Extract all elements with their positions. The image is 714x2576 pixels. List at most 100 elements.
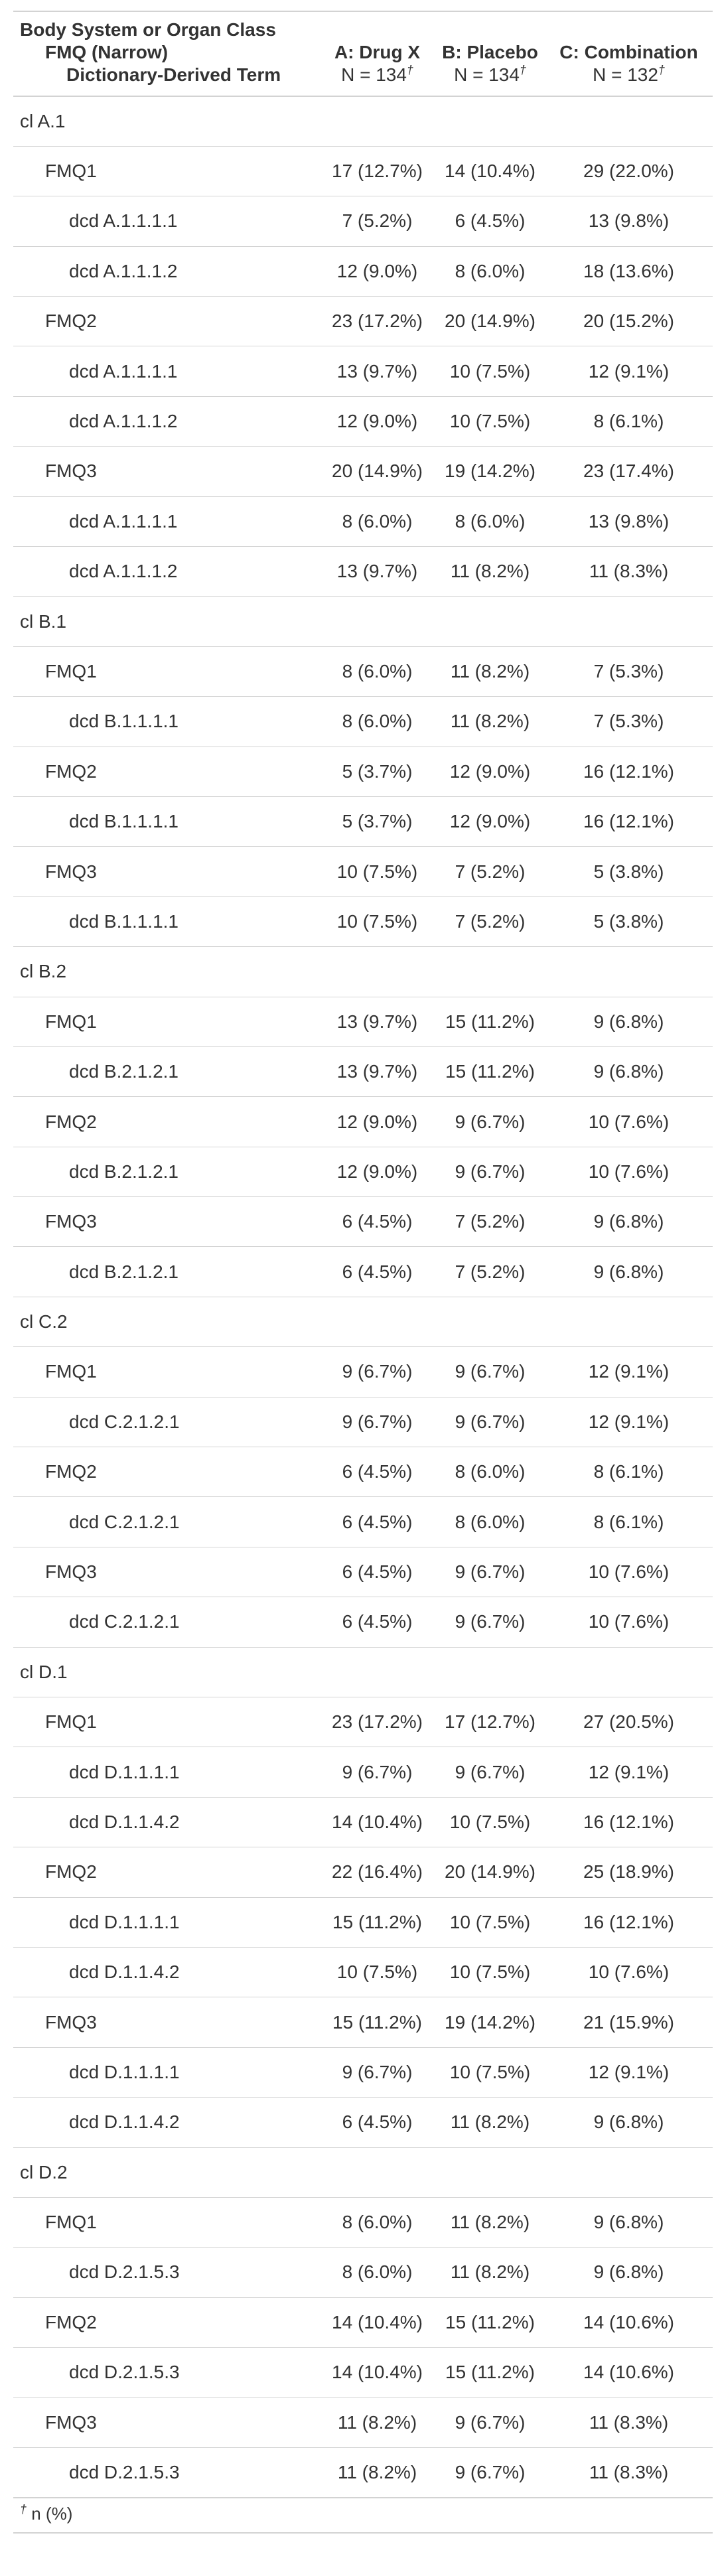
body-system-row: cl D.1 [13, 1647, 713, 1697]
row-label: dcd D.1.1.4.2 [69, 2111, 180, 2133]
row-label: FMQ1 [45, 161, 97, 182]
row-label: dcd D.1.1.4.2 [69, 1962, 180, 1983]
placebo-cell: 7 (5.2%) [455, 910, 526, 932]
header-row: Body System or Organ Class FMQ (Narrow) … [13, 11, 713, 96]
drug-x-cell: 7 (5.2%) [342, 210, 413, 232]
placebo-cell: 8 (6.0%) [455, 1461, 526, 1482]
column-n-text: N = 134 [454, 64, 520, 85]
combination-cell: 13 (9.8%) [588, 510, 670, 532]
row-label: dcd B.2.1.2.1 [69, 1161, 179, 1182]
row-label: FMQ1 [45, 1711, 97, 1733]
placebo-cell: 9 (6.7%) [455, 1411, 526, 1432]
placebo-cell: 17 (12.7%) [445, 1711, 536, 1733]
term-row: dcd D.2.1.5.3 11 (8.2%) 9 (6.7%) 11 (8.3%) [13, 2447, 713, 2497]
drug-x-cell: 22 (16.4%) [332, 1861, 423, 1883]
placebo-cell: 9 (6.7%) [455, 1561, 526, 1583]
combination-cell: 10 (7.6%) [588, 1111, 670, 1132]
drug-x-cell: 10 (7.5%) [336, 910, 418, 932]
fmq-row: FMQ2 23 (17.2%) 20 (14.9%) 20 (15.2%) [13, 296, 713, 346]
placebo-cell: 10 (7.5%) [449, 2061, 531, 2082]
placebo-cell: 12 (9.0%) [449, 811, 531, 832]
placebo-cell [435, 597, 545, 646]
footnote-mark: † [519, 63, 526, 77]
combination-cell: 14 (10.6%) [583, 2311, 674, 2332]
combination-cell: 5 (3.8%) [593, 910, 664, 932]
table-header: Body System or Organ Class FMQ (Narrow) … [13, 11, 713, 96]
drug-x-cell: 13 (9.7%) [336, 1011, 418, 1032]
combination-cell: 9 (6.8%) [593, 1011, 664, 1032]
drug-x-cell: 6 (4.5%) [342, 1561, 413, 1583]
stub-header-line-3: Dictionary-Derived Term [66, 64, 281, 85]
placebo-cell [435, 947, 545, 997]
drug-x-cell: 6 (4.5%) [342, 2111, 413, 2133]
placebo-cell: 11 (8.2%) [450, 561, 530, 582]
term-row: dcd B.1.1.1.1 10 (7.5%) 7 (5.2%) 5 (3.8%) [13, 896, 713, 946]
term-row: dcd A.1.1.1.2 12 (9.0%) 10 (7.5%) 8 (6.1%) [13, 396, 713, 446]
row-label: FMQ1 [45, 660, 97, 681]
drug-x-cell: 14 (10.4%) [332, 1811, 423, 1832]
combination-cell: 16 (12.1%) [583, 1811, 674, 1832]
combination-cell: 25 (18.9%) [583, 1861, 674, 1883]
stub-header-line-1: Body System or Organ Class [20, 19, 276, 40]
term-row: dcd A.1.1.1.1 7 (5.2%) 6 (4.5%) 13 (9.8%) [13, 196, 713, 246]
fmq-row: FMQ1 13 (9.7%) 15 (11.2%) 9 (6.8%) [13, 997, 713, 1046]
combination-cell [545, 1297, 713, 1346]
column-label: B: Placebo [442, 42, 538, 62]
placebo-cell: 20 (14.9%) [445, 311, 536, 332]
column-n: N = 134† [323, 64, 431, 86]
row-label: FMQ2 [45, 2311, 97, 2332]
column-header-placebo: B: Placebo N = 134† [435, 11, 545, 96]
term-row: dcd D.1.1.4.2 14 (10.4%) 10 (7.5%) 16 (12.1… [13, 1797, 713, 1847]
row-label: FMQ2 [45, 311, 97, 332]
row-label: dcd C.2.1.2.1 [69, 1411, 180, 1432]
placebo-cell [435, 2147, 545, 2197]
drug-x-cell [319, 597, 435, 646]
term-row: dcd C.2.1.2.1 6 (4.5%) 8 (6.0%) 8 (6.1%) [13, 1496, 713, 1547]
row-label: FMQ1 [45, 1361, 97, 1382]
column-n-text: N = 134 [341, 64, 407, 85]
placebo-cell: 7 (5.2%) [455, 1261, 526, 1282]
placebo-cell: 12 (9.0%) [449, 760, 531, 782]
row-label: dcd C.2.1.2.1 [69, 1511, 180, 1532]
table-body: cl A.1 FMQ1 17 (12.7%) 14 (10.4%) 29 (22.0%)… [13, 96, 713, 2498]
drug-x-cell [319, 1297, 435, 1346]
row-label: FMQ2 [45, 1461, 97, 1482]
term-row: dcd D.1.1.1.1 9 (6.7%) 9 (6.7%) 12 (9.1%) [13, 1747, 713, 1797]
drug-x-cell: 12 (9.0%) [336, 260, 418, 281]
body-system-row: cl B.2 [13, 946, 713, 997]
drug-x-cell: 6 (4.5%) [342, 1611, 413, 1632]
fmq-row: FMQ3 20 (14.9%) 19 (14.2%) 23 (17.4%) [13, 446, 713, 496]
combination-cell: 10 (7.6%) [588, 1962, 670, 1983]
term-row: dcd D.1.1.1.1 9 (6.7%) 10 (7.5%) 12 (9.1%) [13, 2047, 713, 2097]
row-label: FMQ2 [45, 1111, 97, 1132]
footnote-mark: † [20, 2502, 27, 2516]
column-header-combination: C: Combination N = 132† [545, 11, 713, 96]
footnote-mark: † [406, 63, 413, 77]
drug-x-cell: 6 (4.5%) [342, 1261, 413, 1282]
drug-x-cell: 23 (17.2%) [332, 311, 423, 332]
placebo-cell: 10 (7.5%) [449, 1911, 531, 1932]
fmq-row: FMQ3 6 (4.5%) 9 (6.7%) 10 (7.6%) [13, 1547, 713, 1597]
stub-header: Body System or Organ Class FMQ (Narrow) … [13, 11, 319, 96]
drug-x-cell [319, 947, 435, 997]
body-system-row: cl A.1 [13, 96, 713, 146]
row-label: FMQ1 [45, 2212, 97, 2233]
placebo-cell: 11 (8.2%) [450, 2111, 530, 2133]
row-label: dcd B.1.1.1.1 [69, 811, 179, 832]
combination-cell: 9 (6.8%) [593, 1261, 664, 1282]
body-system-row: cl D.2 [13, 2147, 713, 2197]
drug-x-cell [319, 96, 435, 146]
placebo-cell: 9 (6.7%) [455, 1361, 526, 1382]
placebo-cell: 15 (11.2%) [445, 2311, 535, 2332]
placebo-cell: 10 (7.5%) [449, 1811, 531, 1832]
placebo-cell: 10 (7.5%) [449, 1962, 531, 1983]
combination-cell: 13 (9.8%) [588, 210, 670, 232]
combination-cell: 10 (7.6%) [588, 1561, 670, 1583]
placebo-cell: 9 (6.7%) [455, 2461, 526, 2482]
column-label: A: Drug X [334, 42, 421, 62]
drug-x-cell: 20 (14.9%) [332, 461, 423, 482]
placebo-cell: 9 (6.7%) [455, 1761, 526, 1782]
column-n: N = 132† [549, 64, 709, 86]
body-system-row: cl B.1 [13, 596, 713, 646]
